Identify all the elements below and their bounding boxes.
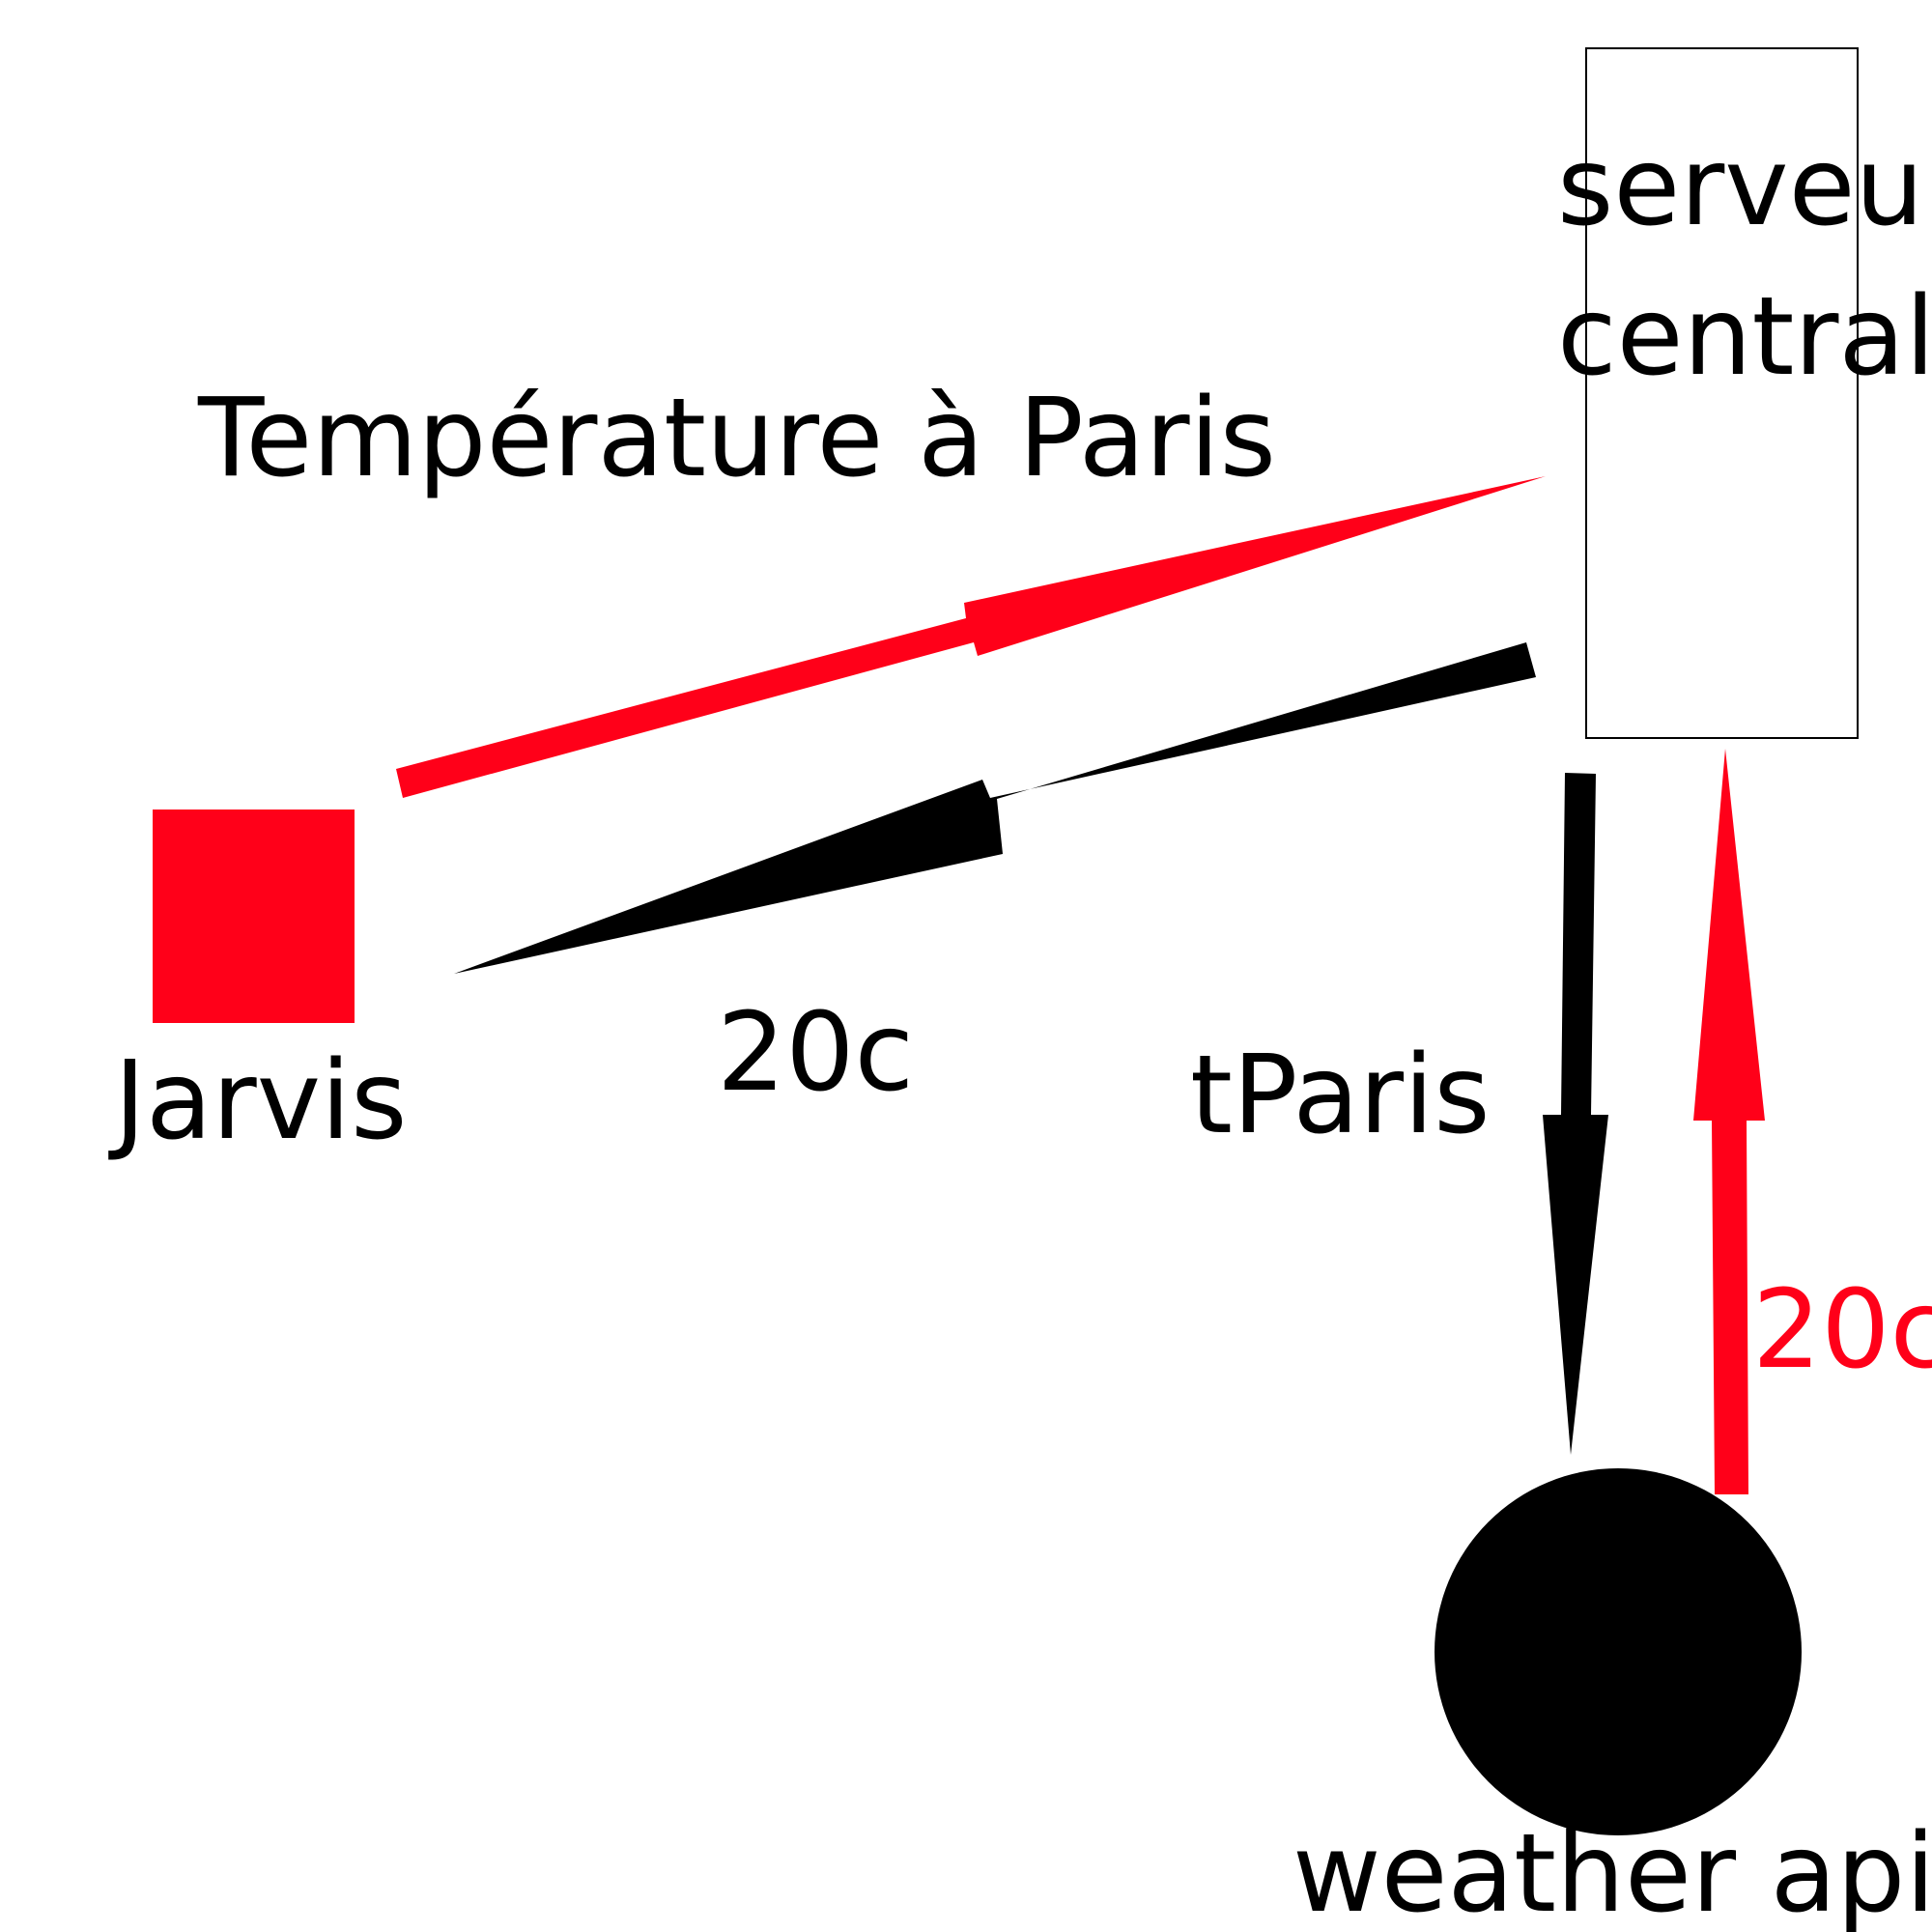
query-arrow-black	[1543, 773, 1608, 1455]
server-label-line2: central	[1557, 274, 1932, 400]
answer-arrow-red	[1693, 749, 1765, 1494]
weather-api-node	[1435, 1468, 1802, 1835]
request-arrow-red	[396, 476, 1546, 798]
server-box	[1585, 47, 1859, 739]
weather-api-label: weather api	[1293, 1811, 1932, 1932]
answer-label: 20c	[1752, 1267, 1932, 1393]
jarvis-node	[153, 810, 355, 1023]
server-label-line1: serveur	[1557, 125, 1932, 250]
response-arrow-black	[454, 642, 1536, 974]
query-label: tParis	[1190, 1033, 1491, 1158]
request-label: Température à Paris	[197, 376, 1276, 501]
response-label: 20c	[717, 990, 914, 1116]
jarvis-label: Jarvis	[108, 1038, 407, 1164]
